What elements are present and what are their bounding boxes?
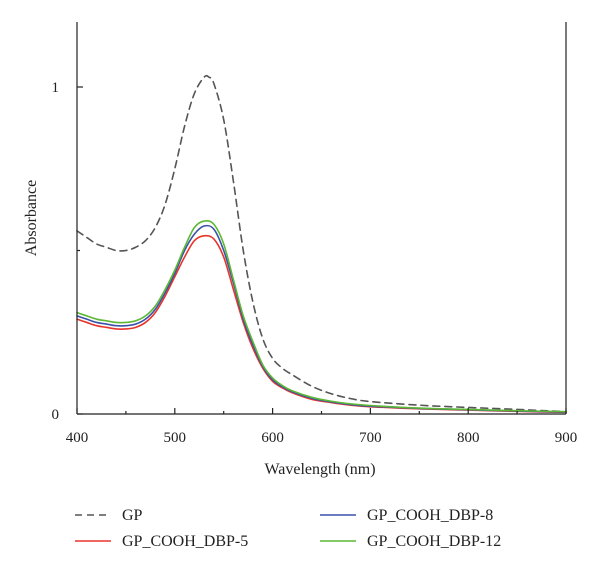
series-line-gp-cooh-dbp-12	[76, 220, 567, 413]
x-tick-label: 400	[66, 430, 89, 446]
axes-frame	[76, 22, 567, 415]
legend-label: GP_COOH_DBP-12	[367, 533, 501, 550]
series-line-gp	[76, 74, 567, 413]
x-tick-label: 900	[555, 430, 578, 446]
y-tick-label: 0	[52, 407, 60, 423]
series-line-gp-cooh-dbp-5	[76, 234, 567, 414]
x-axis-label: Wavelength (nm)	[264, 461, 375, 478]
x-tick-label: 600	[261, 430, 284, 446]
x-tick-label: 700	[359, 430, 382, 446]
legend-label: GP_COOH_DBP-5	[122, 533, 248, 550]
y-tick-label: 1	[52, 80, 60, 96]
legend-label: GP	[122, 507, 143, 524]
y-axis-label: Absorbance	[23, 180, 40, 256]
axis-ticks: 400 500 600 700 800 900 0 1	[52, 80, 578, 446]
legend: GP GP_COOH_DBP-5 GP_COOH_DBP-8 GP_COOH_DBP-…	[75, 507, 501, 550]
plot-area	[76, 74, 567, 414]
x-tick-label: 800	[457, 430, 480, 446]
x-tick-label: 500	[164, 430, 187, 446]
legend-label: GP_COOH_DBP-8	[367, 507, 493, 524]
